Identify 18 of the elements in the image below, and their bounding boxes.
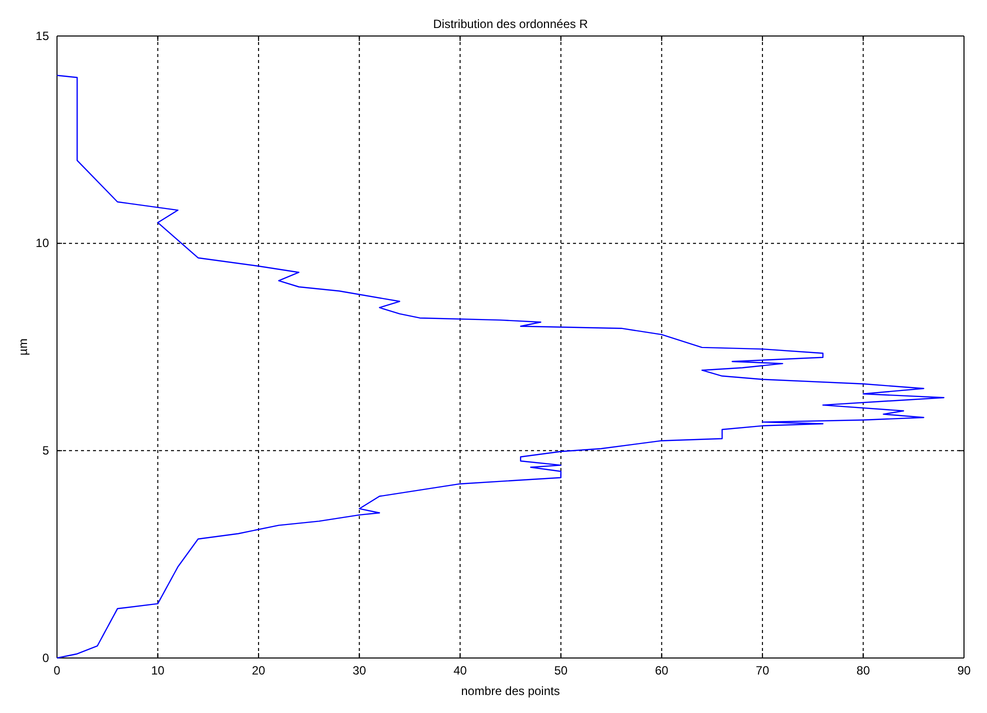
- chart-title: Distribution des ordonnées R: [433, 17, 588, 31]
- x-tick-label: 90: [957, 664, 971, 678]
- x-axis-title: nombre des points: [461, 684, 560, 698]
- x-tick-label: 20: [252, 664, 266, 678]
- x-tick-label: 0: [54, 664, 61, 678]
- x-tick-label: 50: [554, 664, 568, 678]
- y-axis-title: µm: [16, 338, 30, 356]
- line-series: [56, 74, 944, 659]
- x-tick-label: 10: [151, 664, 165, 678]
- x-tick-label: 60: [654, 664, 669, 678]
- x-tick-label: 40: [453, 664, 468, 678]
- y-tick-label: 5: [42, 444, 50, 458]
- y-tick-label: 10: [36, 236, 50, 250]
- x-tick-label: 30: [352, 664, 366, 678]
- y-tick-label: 15: [36, 28, 50, 43]
- x-tick-label: 70: [756, 664, 770, 678]
- x-tick-label: 80: [856, 664, 870, 678]
- y-tick-label: 0: [42, 650, 50, 665]
